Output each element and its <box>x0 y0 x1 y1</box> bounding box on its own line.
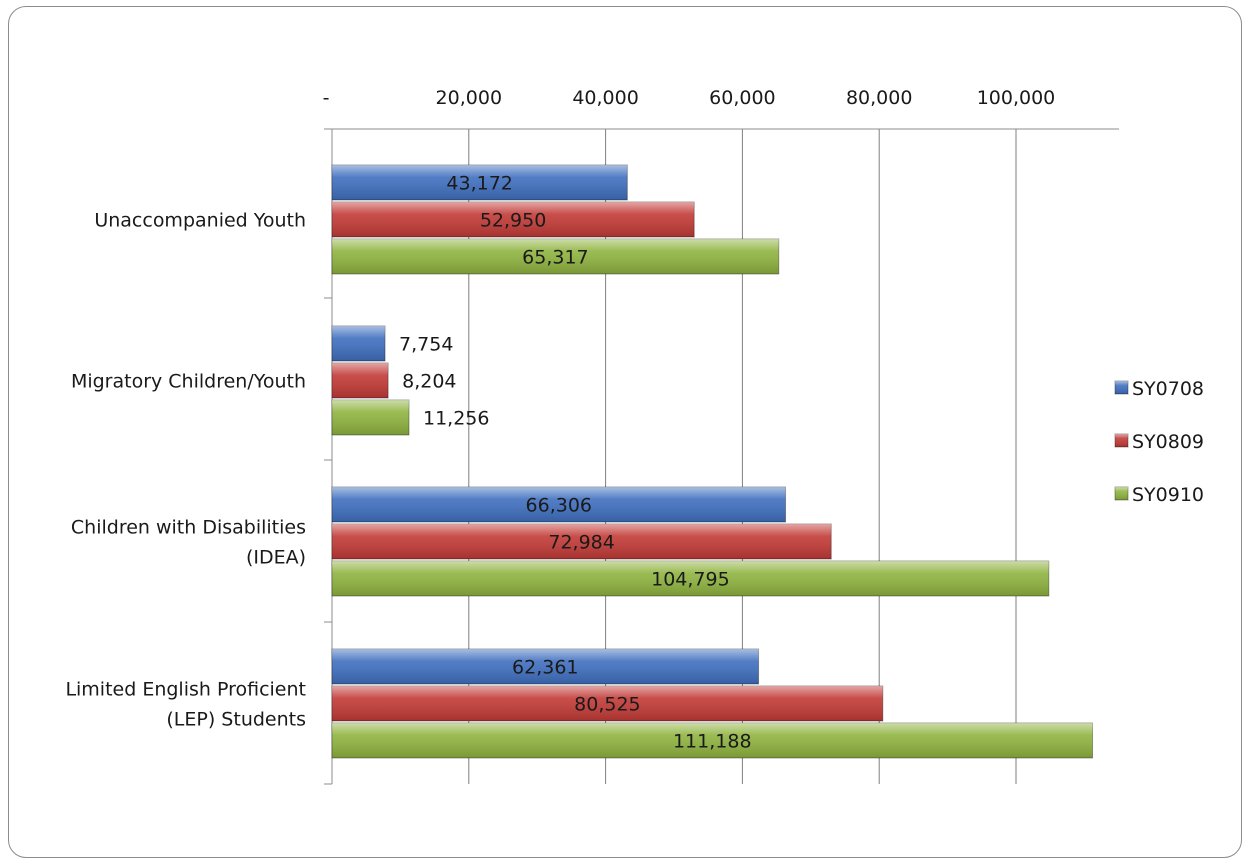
legend-label: SY0809 <box>1132 431 1204 453</box>
data-label: 62,361 <box>512 657 578 679</box>
bar-highlight <box>332 487 786 522</box>
category-label: Limited English Proficient <box>65 679 306 701</box>
category-label: Migratory Children/Youth <box>71 371 306 393</box>
bar-highlight <box>332 561 1049 596</box>
data-label: 66,306 <box>526 495 592 517</box>
bar-highlight <box>332 202 695 237</box>
legend-swatch-highlight <box>1115 487 1128 500</box>
category-label: Unaccompanied Youth <box>94 210 306 232</box>
data-label: 8,204 <box>402 371 456 393</box>
bar-highlight <box>332 239 779 274</box>
x-tick-label: 60,000 <box>709 87 775 109</box>
legend-swatch-highlight <box>1115 381 1128 394</box>
x-tick-label: 40,000 <box>572 87 638 109</box>
data-label: 7,754 <box>399 334 453 356</box>
data-label: 65,317 <box>522 247 588 269</box>
bar-chart: - 20,000 40,000 60,000 80,000 100,000 Unaccomp… <box>65 87 1204 785</box>
chart-frame: - 20,000 40,000 60,000 80,000 100,000 Unaccomp… <box>8 6 1242 858</box>
data-label: 52,950 <box>480 210 546 232</box>
x-tick-label: - <box>323 87 330 109</box>
category-label: (IDEA) <box>246 547 306 569</box>
data-label: 72,984 <box>548 532 614 554</box>
bar-highlight <box>332 400 409 435</box>
legend-swatch-highlight <box>1115 434 1128 447</box>
bar-highlight <box>332 326 386 361</box>
x-tick-label: 100,000 <box>977 87 1056 109</box>
data-label: 11,256 <box>423 408 489 430</box>
data-label: 80,525 <box>574 694 640 716</box>
x-tick-label: 80,000 <box>846 87 912 109</box>
category-label: Children with Disabilities <box>71 517 306 539</box>
data-label: 111,188 <box>673 731 752 753</box>
data-label: 43,172 <box>446 173 512 195</box>
legend-label: SY0708 <box>1132 378 1204 400</box>
bar-highlight <box>332 723 1093 758</box>
bar-highlight <box>332 524 832 559</box>
x-tick-label: 20,000 <box>436 87 502 109</box>
bar-highlight <box>332 165 628 200</box>
legend-label: SY0910 <box>1132 484 1204 506</box>
category-label: (LEP) Students <box>166 709 306 731</box>
bar-highlight <box>332 649 759 684</box>
bar-highlight <box>332 686 883 721</box>
data-label: 104,795 <box>651 569 730 591</box>
bar-highlight <box>332 363 389 398</box>
